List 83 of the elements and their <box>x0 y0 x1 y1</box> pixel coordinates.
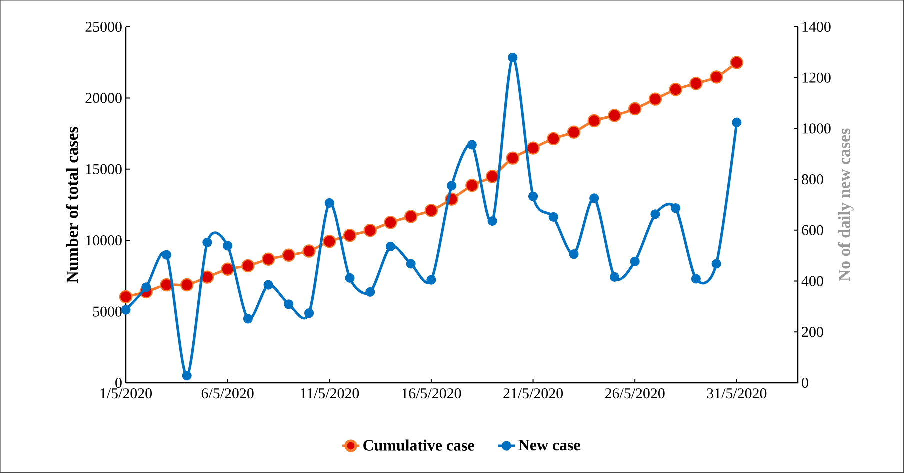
point <box>669 83 682 96</box>
point <box>121 305 131 315</box>
point <box>628 102 642 116</box>
y-axis-title: Number of total cases <box>66 127 78 283</box>
point <box>506 152 520 165</box>
point <box>180 278 194 292</box>
y2-tick-label: 1000 <box>802 124 831 134</box>
y-tick-label: 10000 <box>86 236 122 246</box>
point <box>732 118 742 128</box>
y-tick-label: 15000 <box>86 164 122 174</box>
point <box>710 70 724 84</box>
y2-tick-label: 200 <box>802 327 824 338</box>
point <box>202 238 212 248</box>
point <box>526 142 540 155</box>
point <box>467 140 477 150</box>
point <box>547 132 560 146</box>
point <box>366 287 376 298</box>
point <box>569 250 579 260</box>
point <box>119 290 133 304</box>
legend-label: New case <box>518 440 580 451</box>
point <box>730 56 744 70</box>
point <box>650 210 660 220</box>
y2-tick-label: 400 <box>802 276 824 286</box>
point <box>548 212 558 222</box>
point <box>567 126 581 139</box>
point <box>162 250 172 260</box>
y2-tick-label: 1400 <box>802 22 831 32</box>
y-tick-label: 25000 <box>86 22 122 32</box>
point <box>264 280 274 290</box>
point <box>262 252 276 266</box>
point <box>386 242 396 252</box>
x-tick-label: 1/5/2020 <box>100 388 152 399</box>
point <box>610 272 620 282</box>
y2-tick-label: 800 <box>802 174 824 185</box>
point <box>384 216 398 230</box>
point <box>528 192 538 202</box>
y2-tick-label: 1200 <box>802 72 831 83</box>
point <box>404 210 418 224</box>
legend-label: Cumulative case <box>364 440 474 451</box>
point <box>345 273 355 284</box>
y2-tick-label: 0 <box>802 378 808 388</box>
point <box>588 114 601 128</box>
point <box>630 256 640 267</box>
point <box>508 52 518 63</box>
point <box>590 194 600 204</box>
point <box>406 259 416 269</box>
y2-axis-title: No of daily new cases <box>838 128 854 282</box>
point <box>424 204 438 218</box>
point <box>426 275 436 285</box>
point <box>284 300 294 310</box>
x-tick-label: 11/5/2020 <box>300 388 360 399</box>
point <box>302 244 316 258</box>
point <box>324 198 334 208</box>
point <box>323 234 336 248</box>
point <box>608 109 622 122</box>
point <box>343 229 357 242</box>
point <box>486 170 500 184</box>
x-tick-label: 16/5/2020 <box>402 388 462 399</box>
point <box>142 282 152 292</box>
point <box>691 274 701 284</box>
point <box>243 314 253 324</box>
point <box>282 248 296 262</box>
point <box>712 259 722 269</box>
y-tick-label: 20000 <box>86 93 122 104</box>
point <box>221 262 234 276</box>
point <box>648 92 662 106</box>
point <box>304 308 314 318</box>
point <box>488 216 498 226</box>
point <box>242 259 255 273</box>
point <box>223 241 233 251</box>
x-tick-label: 6/5/2020 <box>202 388 254 399</box>
point <box>671 204 681 214</box>
point <box>447 181 457 191</box>
y-tick-label: 5000 <box>93 306 122 317</box>
x-tick-label: 31/5/2020 <box>707 388 767 399</box>
point <box>364 224 377 238</box>
y-tick-label: 0 <box>116 378 122 388</box>
x-tick-label: 26/5/2020 <box>605 388 665 399</box>
point <box>466 179 479 192</box>
y2-tick-label: 600 <box>802 225 824 236</box>
x-tick-label: 21/5/2020 <box>504 388 564 399</box>
point <box>690 77 703 90</box>
point <box>182 371 192 381</box>
